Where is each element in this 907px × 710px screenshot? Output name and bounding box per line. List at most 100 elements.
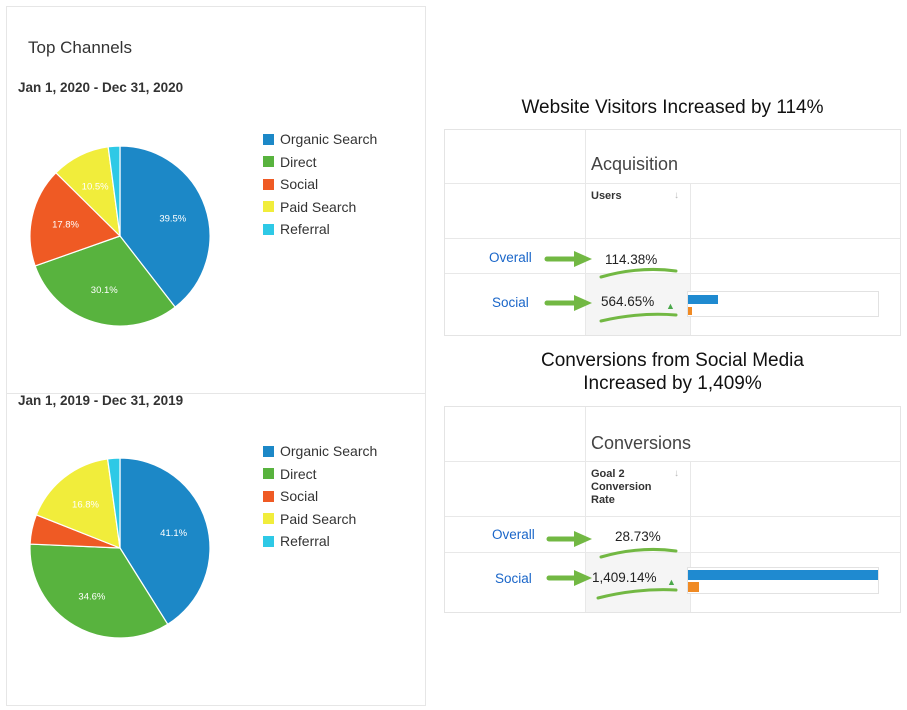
underline-curve [599, 312, 678, 323]
legend-item-paid-search[interactable]: Paid Search [263, 508, 377, 531]
legend-2019: Organic Search Direct Social Paid Search Ref… [263, 440, 377, 553]
value-overall: 28.73% [615, 529, 661, 544]
legend-item-organic-search[interactable]: Organic Search [263, 440, 377, 463]
slice-label: 39.5% [159, 213, 186, 224]
date-range-2020: Jan 1, 2020 - Dec 31, 2020 [18, 80, 184, 95]
row-label-social[interactable]: Social [492, 295, 529, 310]
arrow-icon [574, 531, 592, 547]
bar-rate-social [688, 570, 878, 580]
highlight-cell [586, 553, 690, 612]
legend-swatch [263, 490, 274, 502]
column-header-users[interactable]: Users [591, 190, 622, 202]
legend-swatch [263, 535, 274, 547]
acquisition-table: Acquisition Users ↓ Overall 114.38% Soci… [444, 129, 901, 336]
arrow-icon [574, 570, 592, 586]
up-arrow-icon: ▲ [666, 301, 675, 311]
slice-label: 30.1% [91, 285, 118, 296]
row-divider [445, 516, 900, 517]
legend-item-organic-search[interactable]: Organic Search [263, 128, 377, 151]
header-divider [445, 183, 900, 184]
legend-label: Referral [280, 221, 330, 238]
group-title-conversions: Conversions [591, 433, 692, 453]
slice-label: 16.8% [72, 500, 99, 511]
value-overall: 114.38% [605, 252, 658, 267]
legend-swatch [263, 513, 274, 525]
value-social: 1,409.14% [592, 570, 657, 585]
slice-label: 34.6% [78, 592, 105, 603]
legend-label: Social [280, 488, 319, 505]
date-range-2019: Jan 1, 2019 - Dec 31, 2019 [18, 393, 184, 408]
annotation-marks [544, 251, 678, 600]
legend-swatch [263, 133, 274, 145]
highlight-cell [586, 274, 690, 335]
arrow-icon [574, 251, 592, 267]
col-divider [585, 130, 586, 335]
legend-item-referral[interactable]: Referral [263, 218, 377, 241]
column-header-line: Goal 2 [591, 468, 625, 480]
group-title-acquisition: Acquisition [591, 154, 679, 174]
value-social: 564.65% [601, 294, 655, 309]
row-divider [445, 238, 900, 239]
up-arrow-icon: ▲ [667, 577, 676, 587]
legend-item-referral[interactable]: Referral [263, 530, 377, 553]
conversions-table: Conversions Goal 2 Conversion Rate ↓ Ove… [444, 406, 901, 613]
conversions-headline-line1: Conversions from Social Media [541, 350, 804, 371]
pie-chart-2019: 41.1% 34.6% 16.8% [29, 457, 211, 639]
sort-arrow-icon[interactable]: ↓ [674, 190, 679, 201]
legend-swatch [263, 468, 274, 480]
pie-slice-referral[interactable] [107, 145, 121, 237]
column-header-line: Rate [591, 494, 615, 506]
legend-swatch [263, 445, 274, 457]
legend-item-direct[interactable]: Direct [263, 463, 377, 486]
col-divider [585, 407, 586, 612]
pie-slice-paid-search[interactable] [35, 458, 121, 549]
bar-track [687, 567, 879, 594]
row-label-overall[interactable]: Overall [492, 527, 535, 542]
column-header-line: Conversion [591, 481, 652, 493]
slice-label: 17.8% [52, 219, 79, 230]
legend-label: Social [280, 176, 319, 193]
underline-curve [599, 267, 678, 279]
conversions-headline-line2: Increased by 1,409% [583, 373, 762, 394]
legend-label: Organic Search [280, 131, 378, 148]
row-divider [445, 273, 900, 274]
row-label-overall[interactable]: Overall [489, 250, 532, 265]
bar-track [687, 291, 879, 317]
legend-item-social[interactable]: Social [263, 173, 377, 196]
conversions-headline: Conversions from Social Media Increased … [444, 349, 901, 395]
legend-2020: Organic Search Direct Social Paid Search Ref… [263, 128, 377, 241]
bar-users-compare [688, 307, 692, 315]
pie-slice-organic-search[interactable] [119, 145, 211, 308]
legend-swatch [263, 201, 274, 213]
col-divider [690, 183, 691, 335]
legend-item-paid-search[interactable]: Paid Search [263, 196, 377, 219]
legend-label: Direct [280, 153, 317, 170]
slice-label: 10.5% [82, 182, 109, 193]
pie-slice-organic-search[interactable] [119, 457, 211, 626]
panel-divider [6, 393, 426, 394]
row-label-social[interactable]: Social [495, 571, 532, 586]
legend-swatch [263, 178, 274, 190]
underline-curve [599, 547, 678, 559]
legend-label: Organic Search [280, 443, 378, 460]
sort-arrow-icon[interactable]: ↓ [674, 468, 679, 479]
column-header-goal-rate[interactable]: Goal 2 Conversion Rate [591, 468, 652, 507]
legend-label: Paid Search [280, 510, 357, 527]
pie-slice-referral[interactable] [106, 457, 121, 549]
legend-item-direct[interactable]: Direct [263, 151, 377, 174]
underline-curve [596, 588, 678, 600]
pie-slice-social[interactable] [29, 171, 122, 267]
legend-label: Referral [280, 533, 330, 550]
pie-slice-direct[interactable] [34, 235, 177, 327]
legend-label: Direct [280, 465, 317, 482]
pie-chart-2020: 39.5% 30.1% 17.8% 10.5% [29, 145, 211, 327]
legend-swatch [263, 223, 274, 235]
row-divider [445, 552, 900, 553]
bar-rate-compare [688, 582, 700, 592]
header-divider [445, 461, 900, 462]
panel-title: Top Channels [28, 38, 132, 57]
legend-item-social[interactable]: Social [263, 485, 377, 508]
pie-slice-direct[interactable] [29, 543, 169, 639]
visitors-headline: Website Visitors Increased by 114% [521, 97, 824, 118]
